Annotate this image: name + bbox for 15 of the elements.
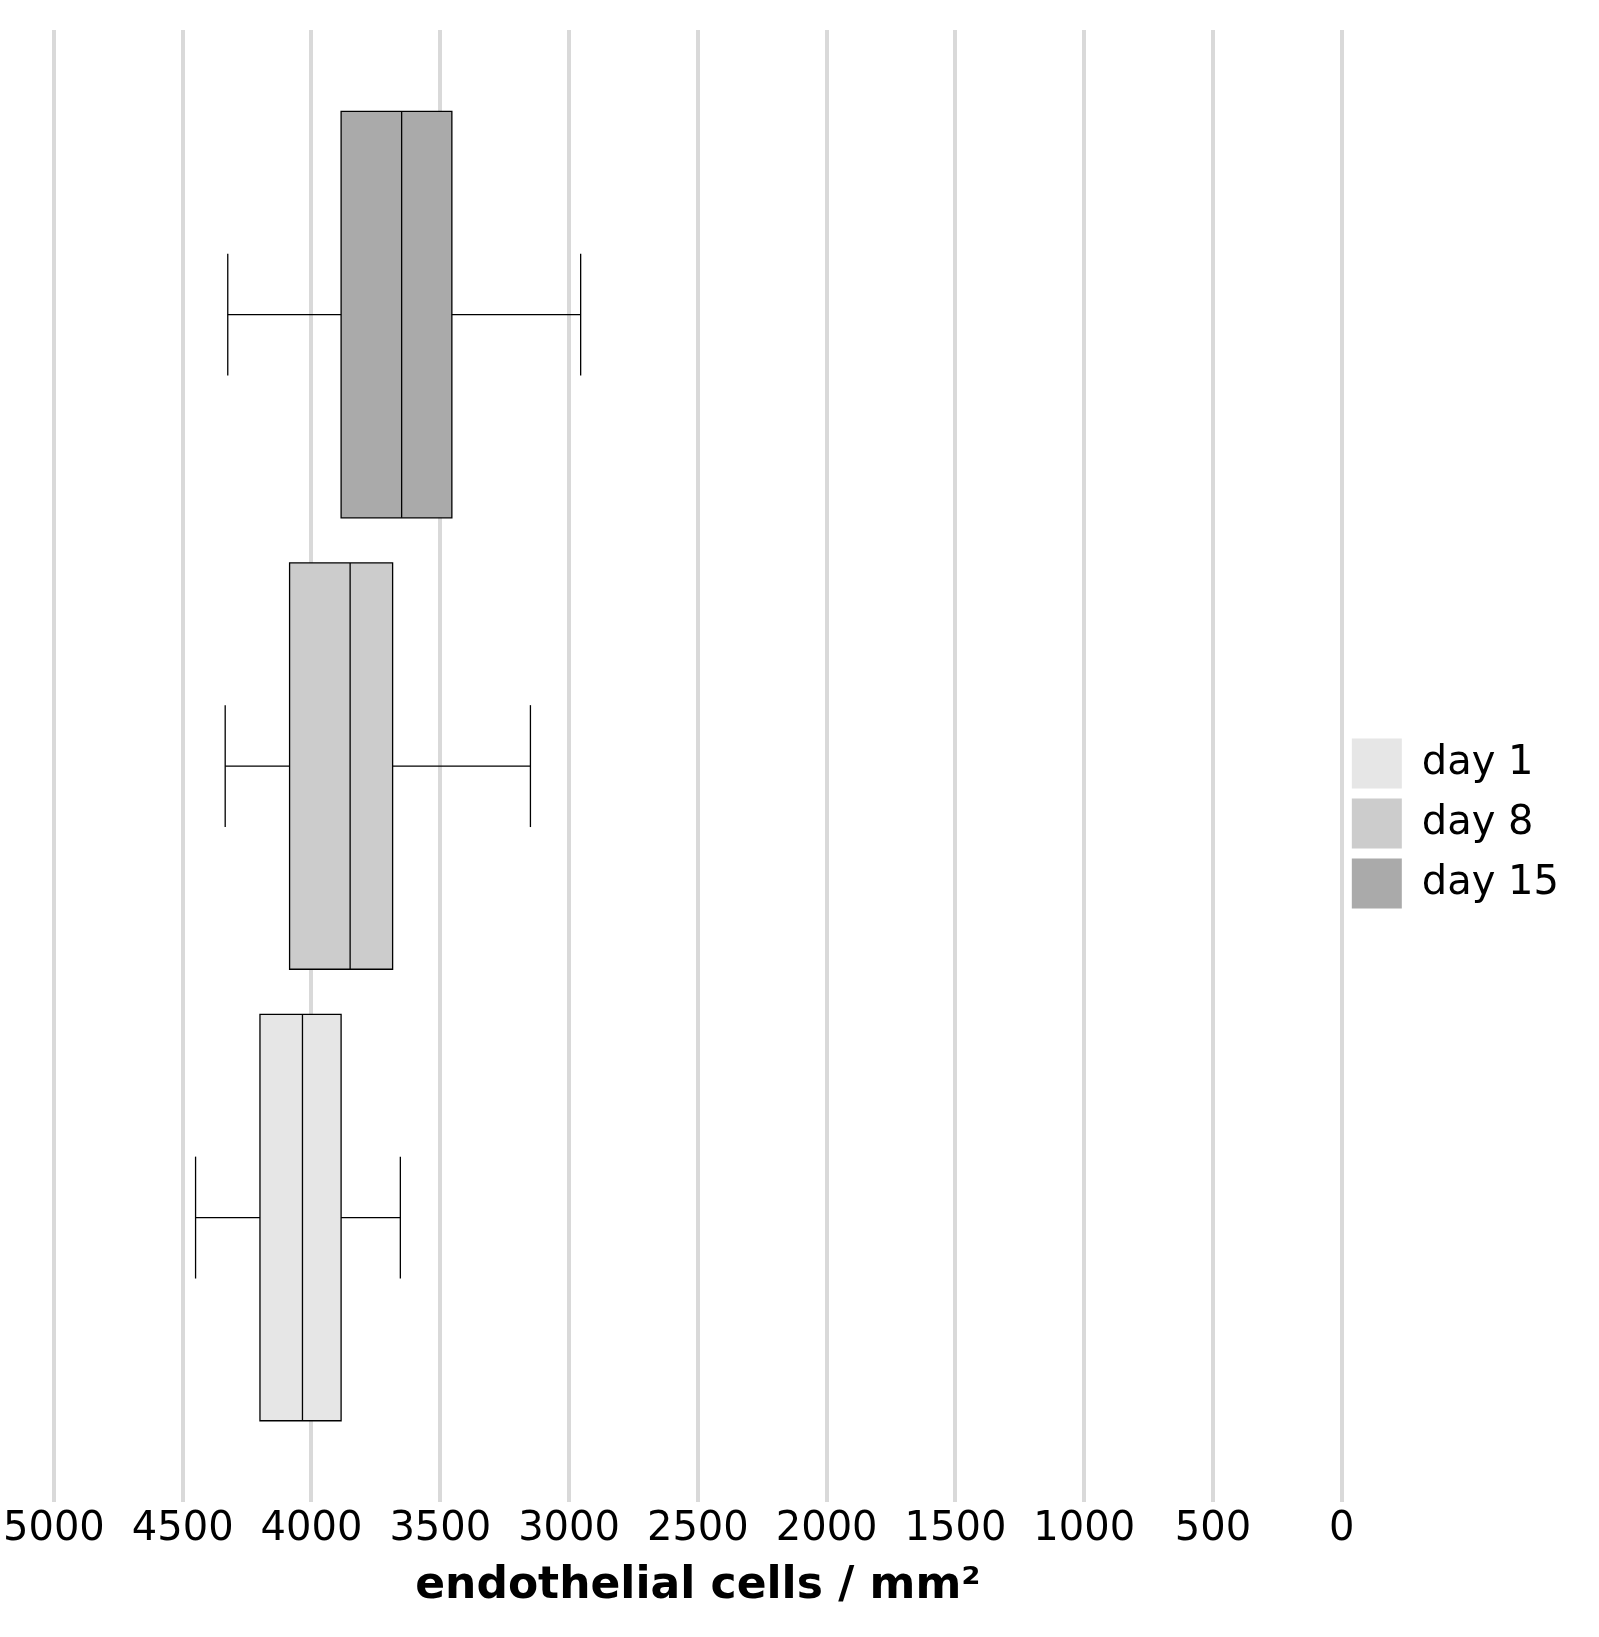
legend-label: day 15 xyxy=(1421,856,1559,903)
x-tick-label: 3000 xyxy=(518,1502,620,1549)
legend-label: day 8 xyxy=(1421,796,1534,843)
x-tick-label: 1500 xyxy=(904,1502,1007,1549)
legend-label: day 1 xyxy=(1421,736,1534,783)
x-axis-title: endothelial cells / mm² xyxy=(415,1557,981,1609)
x-tick-label: 3500 xyxy=(389,1502,492,1549)
x-tick-label: 4500 xyxy=(131,1502,234,1549)
x-tick-label: 4000 xyxy=(260,1502,363,1549)
x-tick-label: 5000 xyxy=(3,1502,105,1549)
x-tick-label: 2000 xyxy=(775,1502,878,1549)
x-tick-label: 1000 xyxy=(1033,1502,1136,1549)
x-tick-label: 500 xyxy=(1174,1502,1252,1549)
x-tick-label: 0 xyxy=(1329,1502,1355,1549)
x-tick-label: 2500 xyxy=(646,1502,749,1549)
